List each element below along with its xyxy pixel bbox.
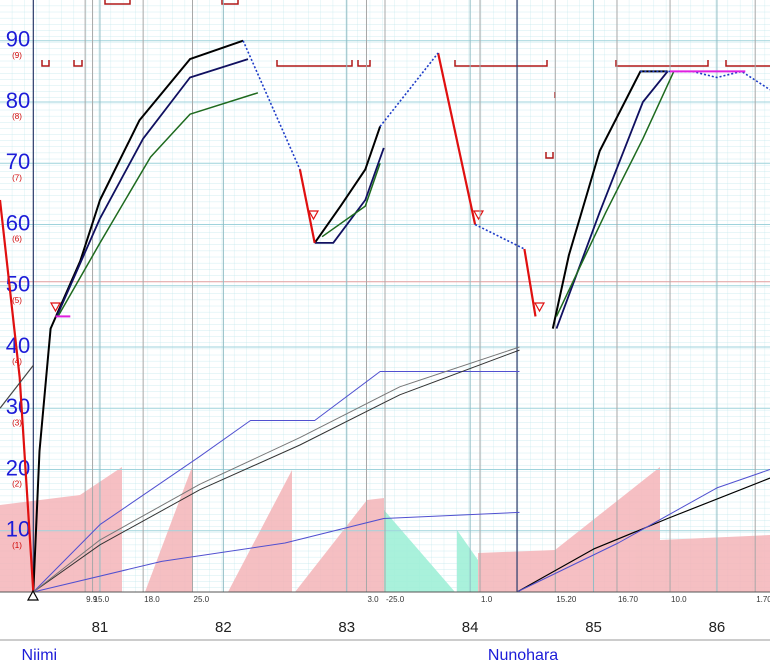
x-tick-label: 84	[462, 619, 479, 636]
y-tick-label: 60	[6, 210, 30, 235]
series-line	[242, 40, 301, 170]
y-tick-label: 70	[6, 149, 30, 174]
notch-label: (3)	[12, 418, 22, 427]
series-line	[32, 346, 520, 593]
gradient-label: 25.0	[194, 595, 210, 604]
notch-label: (2)	[12, 480, 22, 489]
gradient-label: 10.0	[671, 595, 687, 604]
gradient-label: -25.0	[386, 595, 405, 604]
series-line	[516, 469, 770, 593]
notch-label: (9)	[12, 51, 22, 60]
series-line	[33, 511, 520, 593]
y-tick-label: 10	[6, 517, 30, 542]
series-line	[0, 199, 35, 593]
y-tick-label: 80	[6, 88, 30, 113]
series-line	[298, 169, 316, 244]
gradient-label: 18.0	[144, 595, 160, 604]
series-line	[32, 371, 520, 593]
gradient-label: 1.0	[481, 595, 493, 604]
gradient-label: 9.9	[86, 595, 98, 604]
gradient-label: 3.0	[367, 595, 379, 604]
x-tick-label: 82	[215, 619, 232, 636]
origin-marker	[26, 589, 40, 601]
notch-label: (6)	[12, 235, 22, 244]
x-tick-label: 85	[585, 619, 602, 636]
marks	[0, 39, 770, 593]
notch-label: (5)	[12, 296, 22, 305]
series-line	[555, 71, 675, 317]
x-tick-label: 86	[709, 619, 726, 636]
series-line	[516, 477, 770, 593]
series-line	[32, 39, 244, 593]
notch-label: (8)	[12, 112, 22, 121]
y-tick-label: 90	[6, 27, 30, 52]
notch-label: (1)	[12, 541, 22, 550]
gradient-label: 1.70	[756, 595, 770, 604]
series-line	[55, 58, 249, 317]
gradient-profile	[0, 467, 770, 592]
station-name: Nunohara	[488, 647, 558, 664]
series-line	[314, 147, 385, 244]
gradient-label: 15.0	[94, 595, 110, 604]
x-tick-label: 81	[92, 619, 109, 636]
series-line	[640, 70, 770, 91]
x-tick-label: 83	[338, 619, 355, 636]
series-line	[437, 52, 477, 225]
series-line	[523, 248, 537, 317]
brake-markers	[49, 210, 546, 313]
series-line	[474, 223, 525, 250]
station-name: Niimi	[22, 647, 58, 664]
series-line	[321, 162, 381, 238]
gradient-label: 15.20	[556, 595, 577, 604]
series-line	[33, 349, 520, 593]
series-line	[57, 92, 259, 317]
series-line	[0, 365, 34, 409]
gradient-label: 16.70	[618, 595, 639, 604]
series-line	[313, 126, 382, 244]
notch-label: (7)	[12, 173, 22, 182]
y-tick-label: 30	[6, 394, 30, 419]
